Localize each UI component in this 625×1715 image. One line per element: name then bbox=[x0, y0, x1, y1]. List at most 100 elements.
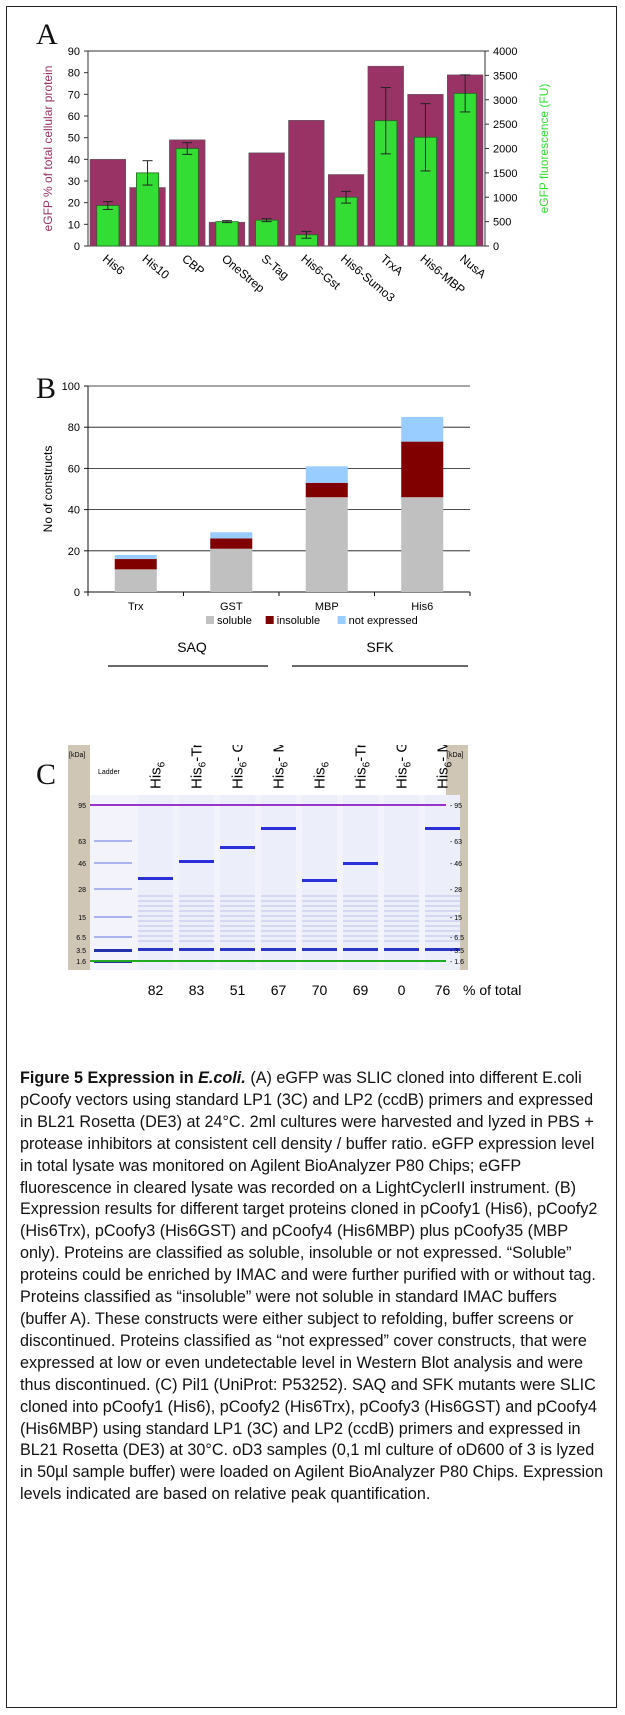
lane-label: His6- GST bbox=[230, 745, 250, 789]
y-tick-label: 80 bbox=[68, 68, 80, 80]
stack-segment-not-expressed bbox=[210, 532, 253, 539]
front-band bbox=[179, 948, 214, 951]
marker-left: 15 bbox=[78, 915, 86, 922]
expression-band bbox=[302, 879, 337, 882]
smear-band bbox=[220, 935, 255, 937]
smear-band bbox=[384, 915, 419, 917]
x-tick-label: Trx bbox=[128, 601, 144, 613]
percent-value: 51 bbox=[230, 982, 246, 998]
panel-a-letter: A bbox=[36, 18, 58, 51]
front-band bbox=[220, 948, 255, 951]
legend-label: insoluble bbox=[277, 615, 320, 627]
bar-fluorescence bbox=[215, 221, 239, 247]
marker-left: 95 bbox=[78, 803, 86, 810]
smear-band bbox=[343, 940, 378, 942]
bar-protein bbox=[288, 120, 325, 247]
expression-band bbox=[220, 846, 255, 849]
front-band bbox=[425, 948, 460, 951]
smear-band bbox=[302, 915, 337, 917]
front-band bbox=[138, 948, 173, 951]
smear-band bbox=[425, 930, 460, 932]
smear-band bbox=[302, 930, 337, 932]
lane-label: His6- MBP bbox=[435, 745, 455, 789]
y2-tick-label: 2000 bbox=[493, 144, 517, 156]
x-tick-label: CBP bbox=[179, 252, 207, 279]
smear-band bbox=[425, 910, 460, 912]
smear-band bbox=[302, 895, 337, 897]
bar-fluorescence bbox=[175, 148, 199, 247]
stack-segment-not-expressed bbox=[114, 554, 157, 560]
y2-tick-label: 2500 bbox=[493, 119, 517, 131]
legend-swatch bbox=[265, 616, 274, 624]
stack-segment-soluble bbox=[401, 497, 444, 592]
smear-band bbox=[302, 935, 337, 937]
smear-band bbox=[179, 920, 214, 922]
smear-band bbox=[384, 940, 419, 942]
smear-band bbox=[220, 895, 255, 897]
y2-tick-label: 500 bbox=[493, 217, 511, 229]
kda-label-left: [kDa] bbox=[69, 752, 85, 759]
smear-band bbox=[179, 940, 214, 942]
smear-band bbox=[138, 930, 173, 932]
smear-band bbox=[138, 935, 173, 937]
smear-band bbox=[220, 920, 255, 922]
smear-band bbox=[343, 920, 378, 922]
smear-band bbox=[220, 925, 255, 927]
smear-band bbox=[179, 910, 214, 912]
smear-band bbox=[220, 930, 255, 932]
smear-band bbox=[138, 910, 173, 912]
gel-lane bbox=[302, 795, 337, 970]
expression-band bbox=[261, 827, 296, 830]
caption-p2: (B) Expression results for different tar… bbox=[20, 1178, 598, 1394]
ladder-label: Ladder bbox=[98, 769, 120, 776]
percent-value: 69 bbox=[353, 982, 369, 998]
x-tick-label: His10 bbox=[140, 252, 173, 283]
smear-band bbox=[425, 925, 460, 927]
lane-label: His6-Trx bbox=[353, 745, 373, 789]
smear-band bbox=[138, 905, 173, 907]
figure-frame bbox=[6, 6, 617, 1708]
stack-segment-insoluble bbox=[114, 559, 157, 570]
legend-swatch bbox=[337, 616, 346, 624]
y-tick-label: 50 bbox=[68, 133, 80, 145]
legend-label: soluble bbox=[217, 615, 252, 627]
gel-lane bbox=[384, 795, 419, 970]
expression-band bbox=[425, 827, 460, 830]
ladder-band bbox=[94, 888, 132, 890]
smear-band bbox=[261, 935, 296, 937]
smear-band bbox=[384, 905, 419, 907]
percent-label: % of total bbox=[463, 982, 521, 998]
y-tick-label: 20 bbox=[68, 198, 80, 210]
y-tick-label: 60 bbox=[68, 111, 80, 123]
smear-band bbox=[179, 905, 214, 907]
smear-band bbox=[425, 920, 460, 922]
smear-band bbox=[425, 915, 460, 917]
smear-band bbox=[261, 915, 296, 917]
percent-value: 82 bbox=[148, 982, 164, 998]
smear-band bbox=[384, 925, 419, 927]
percent-value: 70 bbox=[312, 982, 328, 998]
gel-lane bbox=[138, 795, 173, 970]
expression-band bbox=[343, 862, 378, 865]
marker-right: - 6.5 bbox=[450, 935, 464, 942]
smear-band bbox=[343, 910, 378, 912]
smear-band bbox=[138, 915, 173, 917]
x-tick-label: MBP bbox=[315, 601, 339, 613]
smear-band bbox=[425, 905, 460, 907]
marker-right: - 46 bbox=[450, 861, 462, 868]
y-tick-label: 60 bbox=[68, 463, 80, 475]
smear-band bbox=[343, 915, 378, 917]
legend-swatch bbox=[206, 616, 214, 624]
gel-lane bbox=[343, 795, 378, 970]
smear-band bbox=[302, 920, 337, 922]
smear-band bbox=[261, 895, 296, 897]
bar-fluorescence bbox=[255, 219, 279, 247]
percent-value: 0 bbox=[398, 982, 406, 998]
panel-a-chart: 0 10 20 30 40 50 60 70 80 90 0 500 1000 1500 2000 2500 3… bbox=[41, 46, 551, 305]
smear-band bbox=[302, 925, 337, 927]
x-tick-label: His6 bbox=[411, 601, 433, 613]
x-tick-label: NusA bbox=[457, 252, 488, 282]
lane-label: His6-Trx bbox=[189, 745, 209, 789]
smear-band bbox=[425, 935, 460, 937]
y-tick-label: 40 bbox=[68, 505, 80, 517]
